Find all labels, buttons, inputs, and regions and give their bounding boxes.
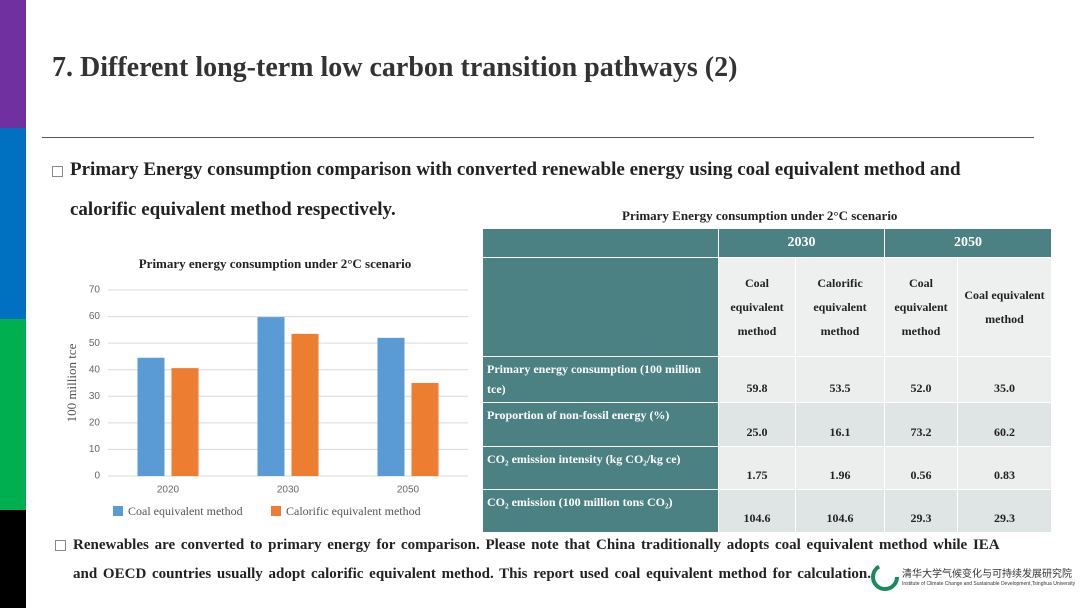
y-tick-label: 20 <box>89 417 101 428</box>
bar <box>291 333 319 476</box>
bullet: Primary Energy consumption comparison wi… <box>52 150 1020 230</box>
table-title: Primary Energy consumption under 2°C sce… <box>622 208 898 223</box>
logo-name: 清华大学气候变化与可持续发展研究院 <box>902 569 1072 580</box>
data-cell: 60.2 <box>957 402 1052 447</box>
data-cell: 29.3 <box>884 489 958 533</box>
y-tick-label: 0 <box>94 471 100 482</box>
chart-title: Primary energy consumption under 2°C sce… <box>139 256 412 271</box>
row-label: Proportion of non-fossil energy (%) <box>482 402 719 447</box>
y-tick-label: 30 <box>89 391 101 402</box>
side-bar <box>0 0 26 128</box>
logo-subtitle: Institute of Climate Change and Sustaina… <box>902 581 1076 587</box>
data-cell: 16.1 <box>795 402 885 447</box>
side-bar <box>0 128 26 319</box>
logo-icon <box>871 563 899 591</box>
data-cell: 104.6 <box>795 489 885 533</box>
y-axis-label: 100 million tce <box>64 343 79 422</box>
x-tick-label: 2050 <box>397 485 420 496</box>
column-header: Coal equivalent method <box>884 257 958 357</box>
bar <box>257 317 285 476</box>
y-tick-label: 40 <box>89 364 101 375</box>
legend-label: Coal equivalent method <box>128 504 243 518</box>
x-tick-label: 2020 <box>157 485 180 496</box>
data-cell: 52.0 <box>884 356 958 403</box>
header-cell <box>482 228 719 258</box>
y-tick-label: 50 <box>89 338 101 349</box>
legend-label: Calorific equivalent method <box>286 504 421 518</box>
data-cell: 0.83 <box>957 445 1052 490</box>
data-cell: 1.75 <box>718 445 796 490</box>
y-tick-label: 60 <box>89 311 101 322</box>
divider <box>42 137 1034 138</box>
row-label: Primary energy consumption (100 million … <box>482 356 719 403</box>
data-cell: 59.8 <box>718 356 796 403</box>
slide-title: 7. Different long-term low carbon transi… <box>52 52 738 83</box>
bar <box>137 357 165 476</box>
row-label: CO₂ emission (100 million tons CO₂) <box>482 489 719 533</box>
header-cell: 2050 <box>884 228 1052 258</box>
y-tick-label: 10 <box>89 444 101 455</box>
bar <box>171 368 199 476</box>
column-header: Coal equivalent method <box>718 257 796 357</box>
column-header: Coal equivalent method <box>957 257 1052 357</box>
header-cell: 2030 <box>718 228 885 258</box>
data-cell: 53.5 <box>795 356 885 403</box>
side-bar <box>0 510 26 608</box>
data-table: 2030 2050 Coal equivalent method Calorifi… <box>482 228 1052 533</box>
data-cell: 1.96 <box>795 445 885 490</box>
header-cell <box>482 257 719 357</box>
x-tick-label: 2030 <box>277 485 300 496</box>
legend-swatch <box>113 506 123 516</box>
legend-swatch <box>271 506 281 516</box>
y-tick-label: 70 <box>89 285 101 296</box>
bullet: Renewables are converted to primary ener… <box>55 531 1008 588</box>
bar <box>411 383 439 476</box>
bar <box>377 337 405 476</box>
data-cell: 29.3 <box>957 489 1052 533</box>
data-cell: 73.2 <box>884 402 958 447</box>
data-cell: 35.0 <box>957 356 1052 403</box>
side-bar <box>0 319 26 510</box>
